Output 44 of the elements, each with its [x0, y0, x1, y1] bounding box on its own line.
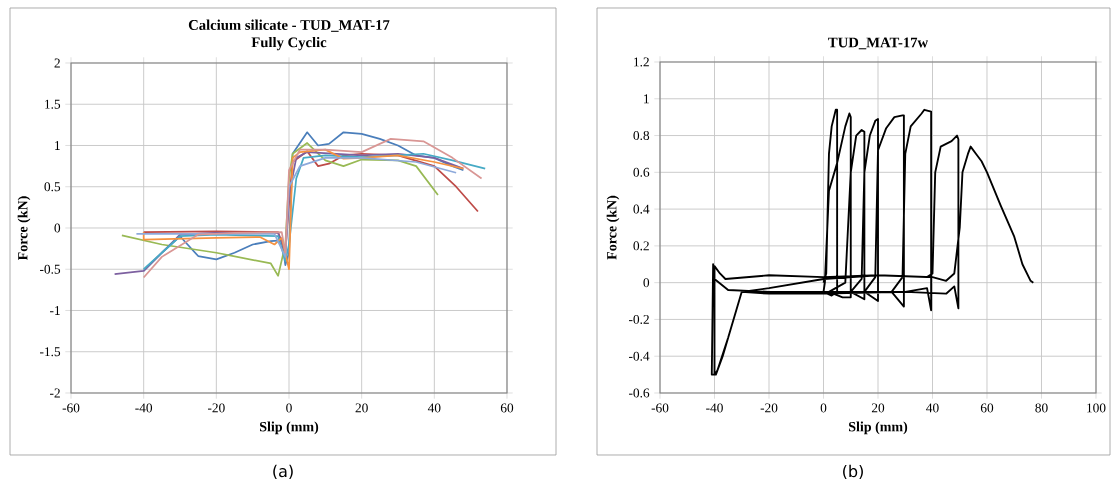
x-axis-title: Slip (mm) [849, 421, 908, 435]
chart-title: Calcium silicate - TUD_MAT-17 [188, 19, 390, 32]
x-tick-label: -60 [62, 403, 80, 413]
y-tick-label: 1 [644, 94, 649, 104]
y-tick-label: 0.6 [633, 167, 650, 177]
x-tick-label: -40 [135, 403, 153, 413]
y-axis-title: Force (kN) [606, 195, 620, 260]
x-tick-label: 40 [427, 403, 441, 413]
y-tick-label: 0.8 [633, 131, 650, 141]
y-tick-label: -1 [50, 306, 60, 315]
x-tick-label: 20 [355, 403, 368, 413]
y-tick-label: 0.4 [633, 204, 650, 214]
y-tick-label: -0.4 [629, 351, 650, 361]
x-tick-label: -20 [207, 403, 225, 413]
text: (a) [273, 464, 293, 480]
y-tick-label: 0 [54, 223, 61, 233]
x-tick-label: 20 [871, 403, 885, 413]
y-tick-label: -0.2 [629, 314, 649, 324]
y-tick-label: 0 [643, 278, 650, 288]
x-tick-label: 0 [286, 403, 292, 413]
y-tick-label: -1.5 [40, 347, 61, 357]
y-tick-label: -2 [50, 388, 60, 398]
text: (b) [843, 464, 863, 480]
x-tick-label: -60 [651, 403, 669, 413]
x-tick-label: 80 [1035, 403, 1048, 413]
y-axis-title: Force (kN) [17, 196, 31, 261]
x-axis-title: Slip (mm) [260, 421, 319, 435]
x-tick-label: 60 [500, 403, 514, 413]
y-tick-label: 2 [54, 58, 60, 68]
y-tick-label: -0.6 [629, 388, 650, 398]
x-tick-label: 40 [926, 403, 939, 413]
y-tick-label: 0.2 [633, 241, 649, 251]
chart-title: TUD_MAT-17w [828, 37, 929, 50]
x-tick-label: 60 [980, 403, 994, 413]
y-tick-label: -0.5 [40, 264, 61, 274]
y-tick-label: 1.5 [45, 99, 61, 109]
x-tick-label: 100 [1087, 403, 1106, 413]
x-tick-label: 0 [820, 403, 827, 413]
chart-subtitle: Fully Cyclic [251, 36, 327, 51]
x-tick-label: -40 [706, 403, 723, 413]
x-tick-label: -20 [760, 403, 778, 413]
y-tick-label: 1.2 [634, 57, 649, 67]
y-tick-label: 1 [55, 141, 60, 150]
y-tick-label: 0.5 [44, 182, 61, 192]
